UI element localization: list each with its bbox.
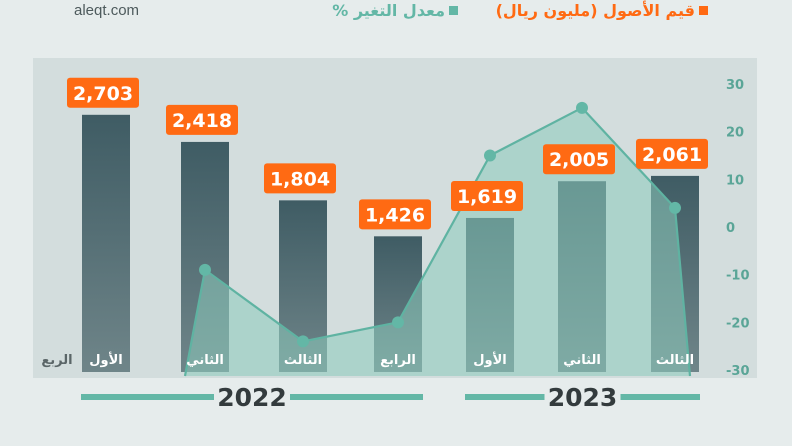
change-point <box>484 149 496 162</box>
value-label: 1,426 <box>365 204 425 226</box>
axis-tick-label: 20 <box>726 126 744 141</box>
year-bands: 2022 2023 <box>81 383 700 412</box>
axis-tick-label: -10 <box>726 269 750 284</box>
legend-change: معدل التغير % <box>332 1 458 20</box>
value-label: 2,061 <box>642 144 702 166</box>
quarter-header: الربع <box>41 353 72 368</box>
legend-change-label: معدل التغير % <box>332 1 445 20</box>
bar <box>82 114 130 373</box>
change-area <box>185 107 690 376</box>
value-label: 1,804 <box>270 168 330 190</box>
value-badge <box>451 180 523 211</box>
quarter-label: الرابع <box>380 353 416 368</box>
value-badge <box>264 163 336 194</box>
change-point <box>297 335 309 348</box>
header: aleqt.com قيم الأصول (مليون ريال) معدل ا… <box>0 0 792 30</box>
value-badge <box>67 77 139 108</box>
quarter-label: الثالث <box>284 353 322 368</box>
value-badge <box>359 199 431 230</box>
change-line <box>183 106 692 377</box>
quarter-label: الأول <box>89 351 123 368</box>
quarter-label: الثالث <box>656 353 694 368</box>
year-label-bg <box>214 384 290 410</box>
right-axis: 30 20 10 0 -10 -20 -30 <box>726 78 750 379</box>
quarter-labels-layer: الأول الثاني الثالث الرابع الأول الثاني الثالث… <box>41 351 694 368</box>
legend-assets: قيم الأصول (مليون ريال) <box>496 1 708 20</box>
change-point <box>669 201 681 214</box>
source-label[interactable]: aleqt.com <box>74 2 140 19</box>
year-label-bg <box>544 384 621 410</box>
year-label: 2023 <box>548 383 618 412</box>
value-badge <box>636 138 708 169</box>
value-label: 2,418 <box>172 110 232 132</box>
quarter-label: الثاني <box>186 353 224 368</box>
change-area-layer <box>183 101 692 377</box>
axis-tick-label: 30 <box>726 78 744 93</box>
quarter-label: الأول <box>473 351 507 368</box>
axis-tick-label: 0 <box>726 221 735 236</box>
legend-change-swatch <box>449 6 458 15</box>
value-labels-layer: 2,703 2,418 1,804 1,426 1,619 2,005 2,061 <box>67 77 708 230</box>
axis-tick-label: -20 <box>726 316 750 331</box>
value-label: 2,703 <box>73 83 133 105</box>
change-point <box>576 101 588 114</box>
axis-tick-label: 10 <box>726 173 744 188</box>
legend-assets-label: قيم الأصول (مليون ريال) <box>495 1 695 20</box>
change-point <box>199 263 211 276</box>
quarter-label: الثاني <box>563 353 601 368</box>
axis-tick-label: -30 <box>726 364 750 379</box>
change-point <box>392 316 404 329</box>
value-badge <box>166 104 238 135</box>
value-label: 1,619 <box>457 186 517 208</box>
value-badge <box>543 144 615 175</box>
year-label: 2022 <box>217 383 287 412</box>
legend-assets-swatch <box>699 6 708 15</box>
value-label: 2,005 <box>549 149 609 171</box>
